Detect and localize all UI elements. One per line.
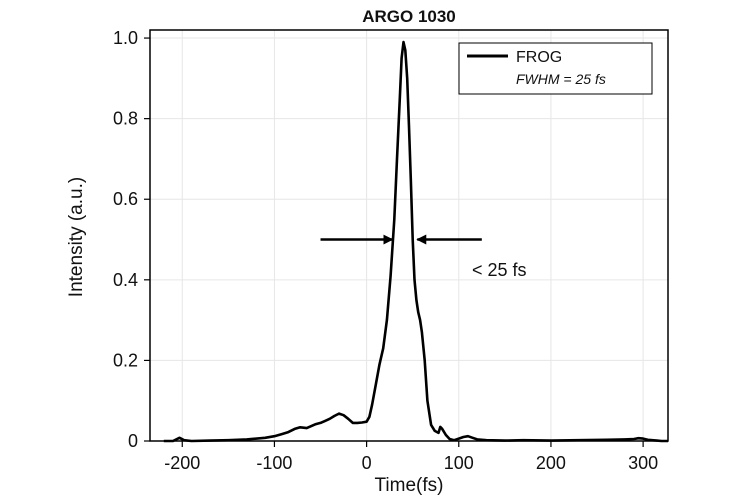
x-ticks: -200 -100 0 100 200 300: [164, 441, 658, 473]
y-tick-label: 0.2: [113, 350, 138, 370]
legend: FROG FWHM = 25 fs: [458, 42, 653, 95]
x-tick-label: -100: [256, 453, 292, 473]
chart-title: ARGO 1030: [362, 7, 456, 26]
plot-frame: [149, 29, 669, 442]
x-tick-label: 0: [362, 453, 372, 473]
x-tick-label: 200: [536, 453, 566, 473]
x-tick-label: 300: [628, 453, 658, 473]
x-axis-label: Time(fs): [375, 475, 444, 496]
fwhm-annotation: < 25 fs: [472, 260, 527, 280]
y-axis-label: Intensity (a.u.): [66, 177, 87, 297]
x-tick-label: 100: [444, 453, 474, 473]
y-tick-label: 0.6: [113, 189, 138, 209]
y-tick-label: 0.8: [113, 109, 138, 129]
legend-box: [458, 42, 653, 95]
y-tick-label: 0.4: [113, 270, 138, 290]
y-tick-label: 0: [128, 431, 138, 451]
legend-label-frog: FROG: [516, 49, 562, 66]
x-tick-label: -200: [164, 453, 200, 473]
y-ticks: 0 0.2 0.4 0.6 0.8 1.0: [113, 28, 150, 451]
legend-sublabel-fwhm: FWHM = 25 fs: [516, 71, 606, 87]
y-tick-label: 1.0: [113, 28, 138, 48]
series-line-frog: [163, 40, 668, 443]
